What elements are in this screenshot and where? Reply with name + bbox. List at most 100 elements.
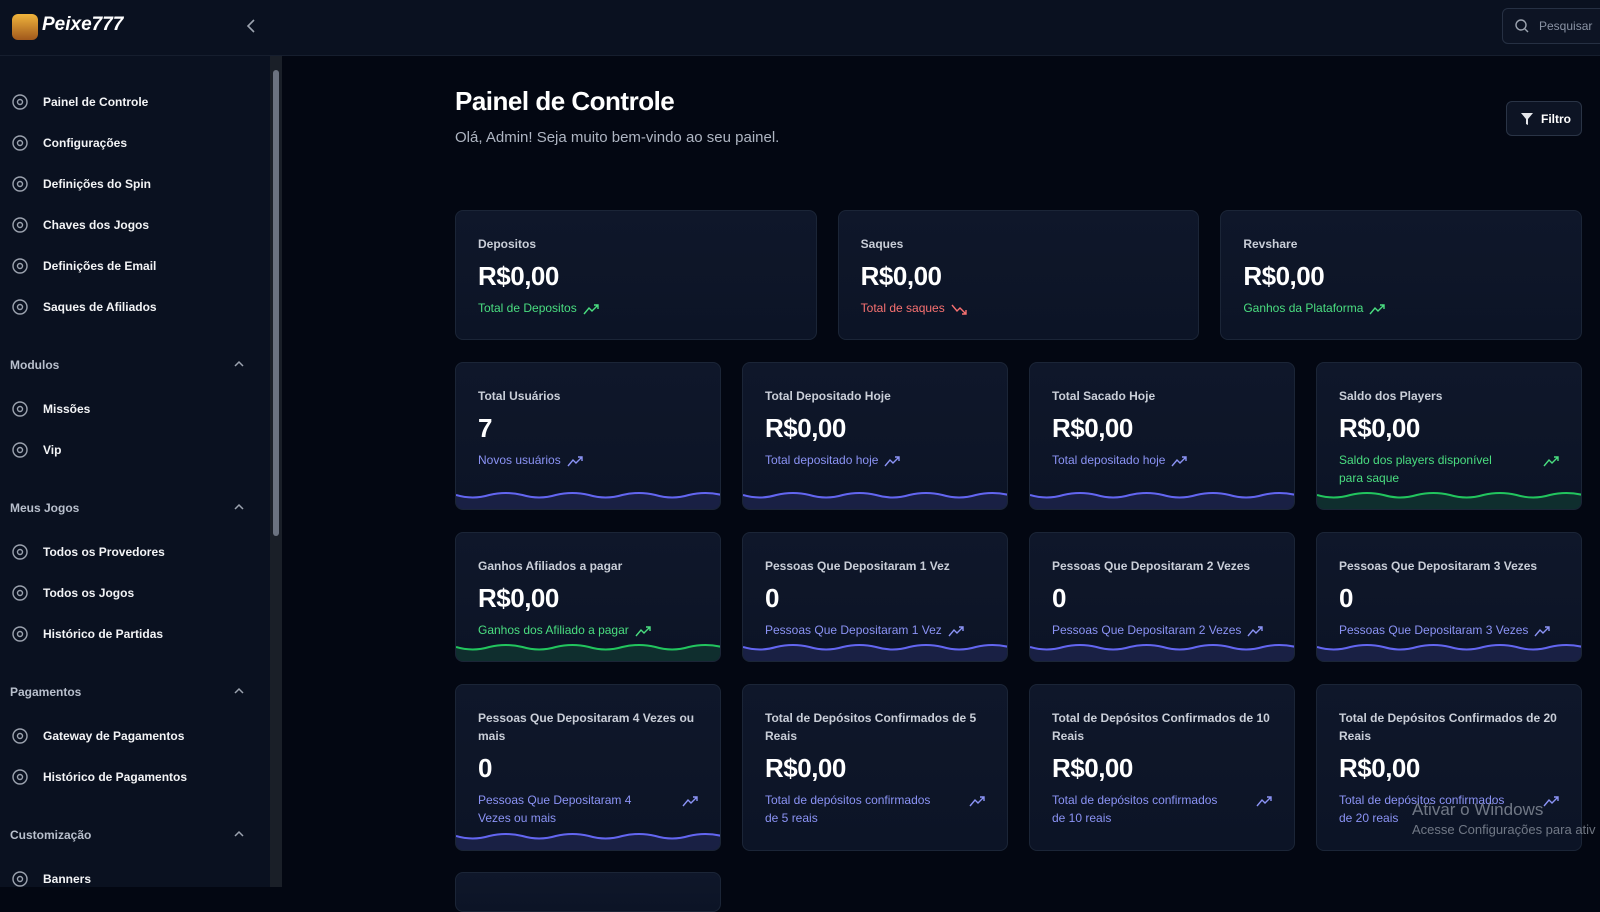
menu-item[interactable]: Vip: [10, 440, 61, 460]
filter-label: Filtro: [1541, 112, 1571, 126]
menu-label: Banners: [43, 872, 92, 886]
chevron: [234, 503, 244, 510]
item-icon: [12, 626, 28, 642]
card-label: Depositos: [478, 237, 537, 251]
note-text: Pessoas Que Depositaram 3 Vezes: [1339, 623, 1529, 637]
menu-item[interactable]: Definições do Spin: [10, 174, 151, 194]
card-note: Total de depósitos confirmados de 10 rea…: [1052, 791, 1272, 827]
menu-label: Todos os Provedores: [43, 545, 165, 559]
sparkline: [456, 833, 720, 850]
note-text: Total de depósitos confirmados de 10 rea…: [1052, 793, 1218, 825]
trend-icon: [583, 304, 599, 315]
card-value: 0: [1339, 583, 1353, 613]
menu-label: Chaves dos Jogos: [43, 218, 150, 232]
card-value: 7: [478, 413, 492, 443]
menu-item[interactable]: Saques de Afiliados: [10, 297, 157, 317]
card-label: Pessoas Que Depositaram 1 Vez: [765, 559, 950, 573]
menu-item[interactable]: Histórico de Partidas: [10, 624, 163, 644]
sparkline: [1317, 644, 1581, 661]
scroll-thumb[interactable]: [273, 70, 279, 536]
trend-icon: [1543, 796, 1559, 807]
card-note: Total depositado hoje: [1052, 451, 1272, 469]
card-value: R$0,00: [860, 261, 942, 291]
menu-item[interactable]: Configurações: [10, 133, 127, 153]
card-value: 0: [765, 583, 779, 613]
menu-item[interactable]: Todos os Jogos: [10, 583, 134, 603]
menu-item[interactable]: Missões: [10, 399, 90, 419]
menu-label: Definições do Spin: [43, 177, 152, 191]
search-box[interactable]: Pesquisar: [1502, 8, 1600, 44]
item-icon: [12, 585, 28, 601]
filter-button[interactable]: Filtro: [1506, 101, 1582, 136]
trend-icon: [1247, 626, 1264, 637]
menu-label: Saques de Afiliados: [43, 300, 157, 314]
card-label: Total Depositado Hoje: [765, 389, 891, 403]
watermark-title: Ativar o Windows: [1412, 800, 1544, 819]
section-header[interactable]: Customização: [10, 828, 245, 842]
card-value: R$0,00: [1052, 753, 1133, 783]
trend-icon: [969, 796, 985, 807]
section-title: Meus Jogos: [10, 501, 80, 515]
menu-label: Vip: [43, 443, 62, 457]
card-note: Pessoas Que Depositaram 3 Vezes: [1339, 621, 1559, 639]
menu-item[interactable]: Todos os Provedores: [10, 542, 165, 562]
card-value: R$0,00: [765, 753, 846, 783]
note-text: Pessoas Que Depositaram 1 Vez: [765, 623, 942, 637]
scrollbar[interactable]: [270, 56, 282, 887]
collapse-button[interactable]: [244, 18, 258, 34]
card-label: Saldo dos Players: [1339, 389, 1443, 403]
menu-item[interactable]: Histórico de Pagamentos: [10, 767, 187, 787]
card-label: Total de Depósitos Confirmados de 10 Rea…: [1052, 711, 1270, 743]
sidebar: Painel de Controle Configurações Definiçõe…: [0, 56, 270, 887]
card-note: Ganhos dos Afiliado a pagar: [478, 621, 698, 639]
menu-item[interactable]: Chaves dos Jogos: [10, 215, 149, 235]
menu-item[interactable]: Definições de Email: [10, 256, 156, 276]
page-subtitle: Olá, Admin! Seja muito bem-vindo ao seu …: [455, 129, 780, 146]
search-placeholder: Pesquisar: [1539, 19, 1593, 33]
note-text: Ganhos da Plataforma: [1243, 301, 1364, 315]
note-text: Novos usuários: [478, 453, 561, 467]
card-note: Total de saques: [861, 299, 1177, 317]
stat-card: Pessoas Que Depositaram 1 Vez 0 Pessoas Qu…: [742, 532, 1008, 662]
menu-label: Definições de Email: [43, 259, 157, 273]
menu-label: Missões: [43, 402, 91, 416]
chevron: [234, 687, 244, 694]
menu-label: Histórico de Pagamentos: [43, 770, 188, 784]
stat-card: Total de Depósitos Confirmados de 5 Reai…: [742, 684, 1008, 851]
card-value: R$0,00: [1243, 261, 1325, 291]
note-text: Pessoas Que Depositaram 2 Vezes: [1052, 623, 1242, 637]
card-note: Total de depósitos confirmados de 5 reai…: [765, 791, 985, 827]
card-value: 0: [478, 753, 492, 783]
watermark-text: Acesse Configurações para ativ: [1412, 822, 1596, 837]
section-header[interactable]: Meus Jogos: [10, 501, 245, 515]
card-value: R$0,00: [1339, 753, 1420, 783]
trend-icon: [682, 796, 698, 807]
section-title: Customização: [10, 828, 92, 842]
section-header[interactable]: Pagamentos: [10, 685, 245, 699]
card-value: R$0,00: [1052, 413, 1133, 443]
chevron: [234, 360, 244, 367]
menu-label: Histórico de Partidas: [43, 627, 164, 641]
item-icon: [12, 299, 28, 315]
card-note: Pessoas Que Depositaram 1 Vez: [765, 621, 985, 639]
card-label: Total Sacado Hoje: [1052, 389, 1156, 403]
item-icon: [12, 401, 28, 417]
section-header[interactable]: Modulos: [10, 358, 245, 372]
card-note: Total de Depositos: [478, 299, 794, 317]
menu-item[interactable]: Gateway de Pagamentos: [10, 726, 184, 746]
menu-item[interactable]: Painel de Controle: [10, 92, 148, 112]
card-partial: [455, 872, 721, 912]
item-icon: [12, 769, 28, 785]
card-label: Pessoas Que Depositaram 4 Vezes ou mais: [478, 711, 695, 743]
section-title: Modulos: [10, 358, 60, 372]
card-note: Pessoas Que Depositaram 2 Vezes: [1052, 621, 1272, 639]
sparkline: [1030, 492, 1294, 509]
menu-item[interactable]: Banners: [10, 869, 91, 887]
sparkline: [456, 644, 720, 661]
stat-card: Pessoas Que Depositaram 3 Vezes 0 Pessoas …: [1316, 532, 1582, 662]
note-text: Total depositado hoje: [765, 453, 879, 467]
item-icon: [12, 217, 28, 233]
card-note: Total depositado hoje: [765, 451, 985, 469]
menu-label: Todos os Jogos: [43, 586, 135, 600]
logo[interactable]: Peixe777: [12, 14, 123, 40]
